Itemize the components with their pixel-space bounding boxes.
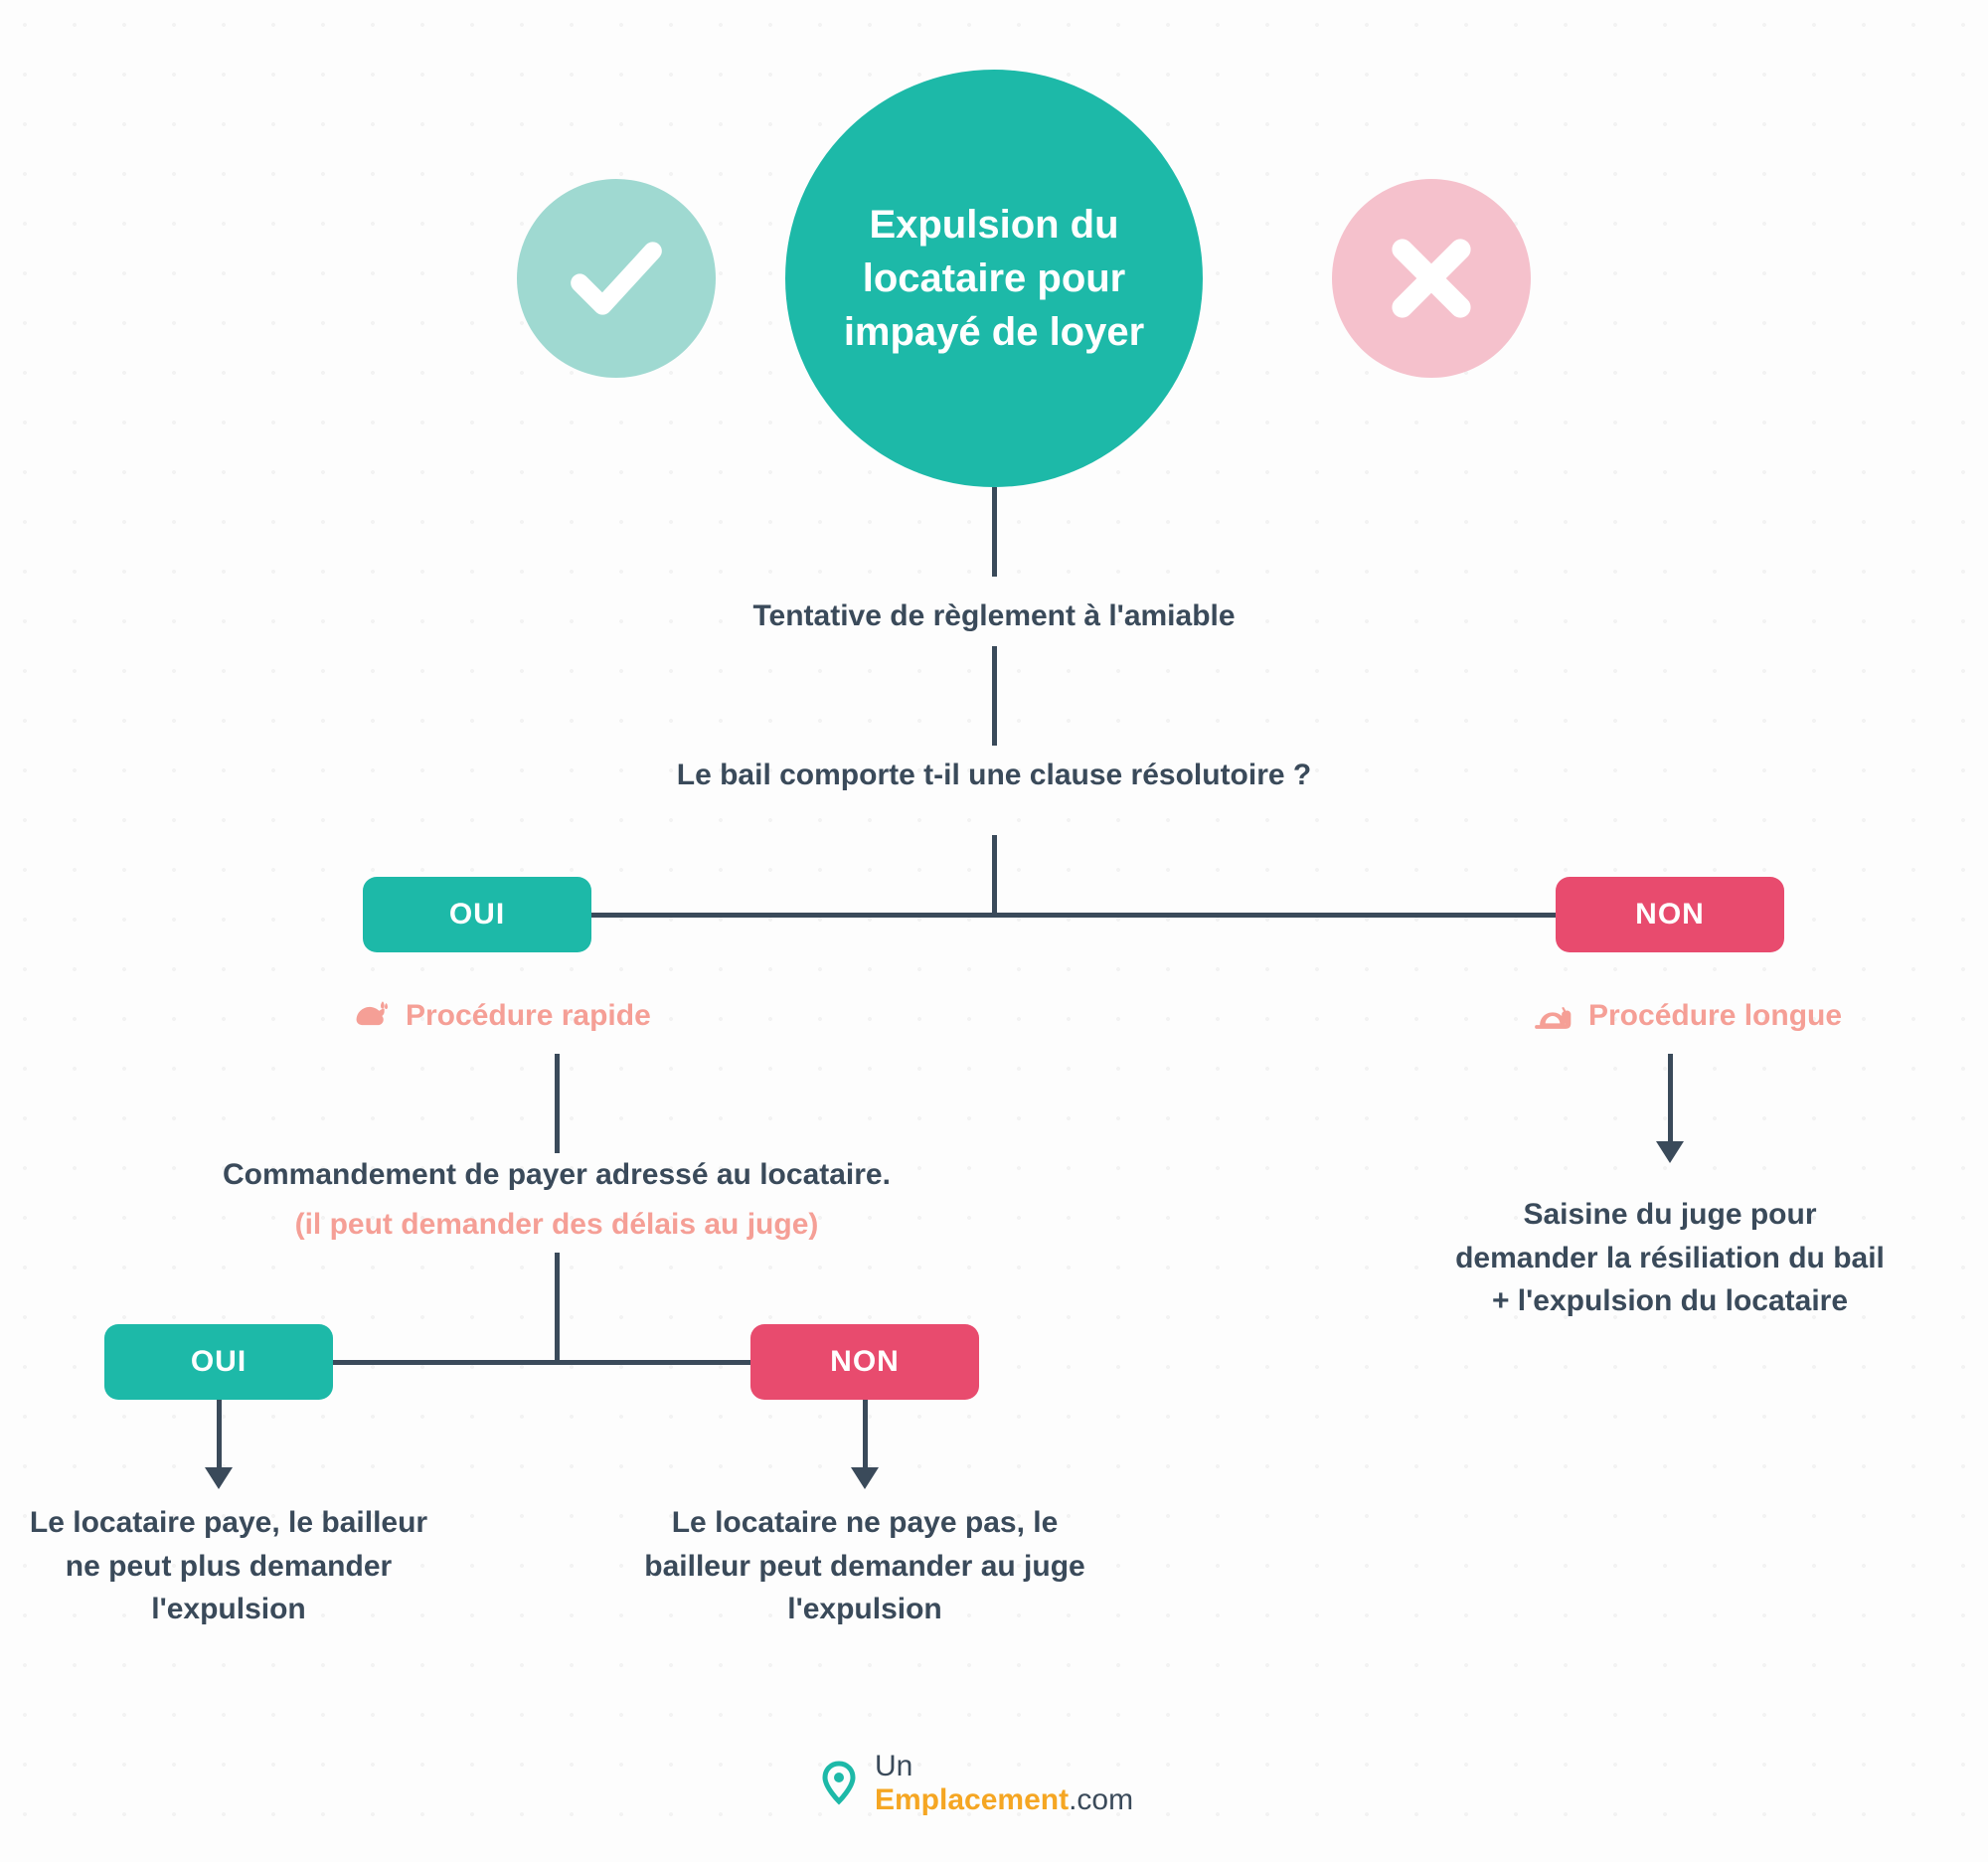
pill-oui-2: OUI xyxy=(104,1324,333,1400)
connector xyxy=(477,913,1670,918)
proc-label-text: Procédure rapide xyxy=(406,999,651,1033)
pill-label: NON xyxy=(830,1345,900,1379)
logo-text: Un Emplacement.com xyxy=(875,1750,1133,1817)
arrow-icon xyxy=(851,1467,879,1489)
logo-main: Emplacement xyxy=(875,1783,1069,1816)
connector xyxy=(1668,1054,1673,1143)
logo-suffix: .com xyxy=(1069,1783,1133,1816)
connector xyxy=(863,1400,868,1469)
connector xyxy=(992,487,997,577)
pin-icon xyxy=(815,1760,863,1807)
connector xyxy=(217,1400,222,1469)
arrow-icon xyxy=(1656,1141,1684,1163)
proc-label-text: Procédure longue xyxy=(1588,999,1842,1033)
node-nepaye: Le locataire ne paye pas, le bailleur pe… xyxy=(616,1501,1113,1631)
cross-circle xyxy=(1332,179,1531,378)
cross-icon xyxy=(1382,229,1481,328)
snail-icon xyxy=(1531,994,1574,1038)
node-text: Commandement de payer adressé au locatai… xyxy=(139,1153,974,1197)
proc-longue: Procédure longue xyxy=(1531,994,1842,1038)
node-amiable: Tentative de règlement à l'amiable xyxy=(696,594,1292,638)
pill-label: NON xyxy=(1635,898,1705,931)
check-icon xyxy=(562,224,671,333)
title-text: Expulsion du locataire pour impayé de lo… xyxy=(825,198,1163,359)
logo-prefix: Un xyxy=(875,1750,912,1782)
pill-non-1: NON xyxy=(1556,877,1784,952)
node-text: Le locataire paye, le bailleur ne peut p… xyxy=(30,1506,427,1625)
pill-oui-1: OUI xyxy=(363,877,591,952)
check-circle xyxy=(517,179,716,378)
pill-label: OUI xyxy=(191,1345,247,1379)
node-subtext: (il peut demander des délais au juge) xyxy=(139,1203,974,1247)
pill-label: OUI xyxy=(449,898,505,931)
node-text: Le bail comporte t-il une clause résolut… xyxy=(677,759,1311,791)
node-saisine: Saisine du juge pour demander la résilia… xyxy=(1451,1193,1889,1323)
proc-rapide: Procédure rapide xyxy=(348,994,651,1038)
node-text: Le locataire ne paye pas, le bailleur pe… xyxy=(644,1506,1084,1625)
title-circle: Expulsion du locataire pour impayé de lo… xyxy=(785,70,1203,487)
node-text: Saisine du juge pour demander la résilia… xyxy=(1455,1198,1885,1317)
node-paye: Le locataire paye, le bailleur ne peut p… xyxy=(20,1501,437,1631)
pill-non-2: NON xyxy=(750,1324,979,1400)
node-commandement: Commandement de payer adressé au locatai… xyxy=(139,1153,974,1246)
connector xyxy=(992,835,997,915)
node-text: Tentative de règlement à l'amiable xyxy=(752,599,1235,632)
connector xyxy=(555,1054,560,1153)
arrow-icon xyxy=(205,1467,233,1489)
rabbit-icon xyxy=(348,994,392,1038)
logo: Un Emplacement.com xyxy=(815,1750,1133,1817)
connector xyxy=(555,1253,560,1360)
node-clause: Le bail comporte t-il une clause résolut… xyxy=(676,754,1312,797)
connector xyxy=(992,646,997,746)
